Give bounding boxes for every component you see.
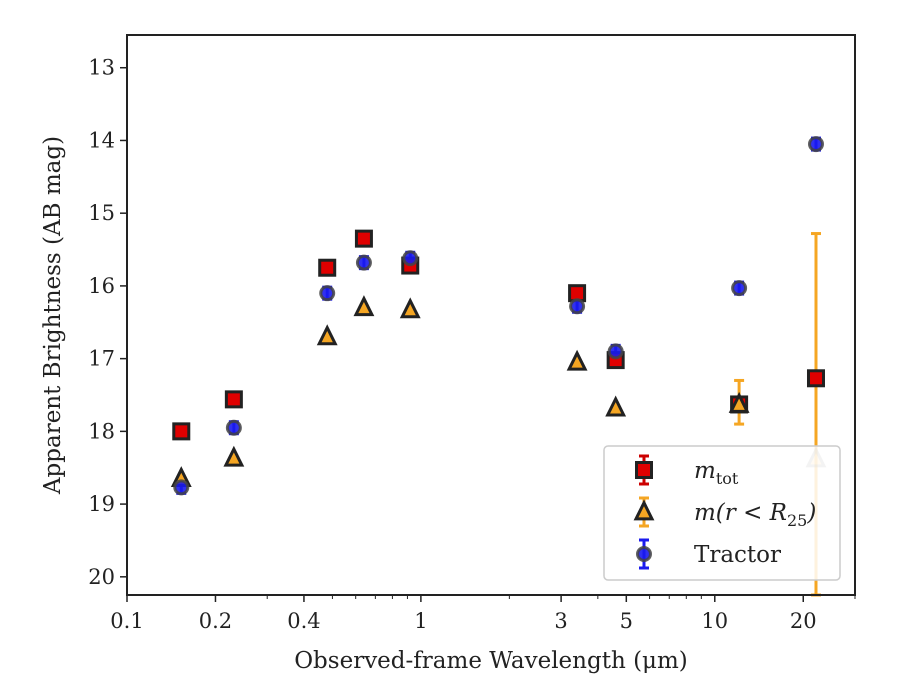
y-tick-label: 17 — [88, 347, 115, 371]
legend-label-subscript: 25 — [787, 511, 807, 530]
legend-label-main: m(r < R — [694, 500, 787, 526]
y-tick-label: 13 — [88, 56, 115, 80]
tractor-point — [607, 343, 624, 360]
x-tick-label: 1 — [414, 609, 427, 633]
tractor-point — [807, 136, 824, 153]
tractor-point — [569, 298, 586, 315]
mtot-point — [172, 422, 191, 441]
x-tick-label: 0.4 — [287, 609, 320, 633]
y-tick-label: 20 — [88, 565, 115, 589]
x-axis-label: Observed-frame Wavelength (μm) — [294, 648, 688, 674]
y-axis-label: Apparent Brightness (AB mag) — [40, 136, 66, 495]
legend-tractor-label: Tractor — [694, 542, 781, 568]
legend-label-subscript: tot — [716, 469, 739, 488]
tractor-point — [319, 285, 336, 302]
legend-mr25-marker — [633, 499, 655, 521]
legend-label-main: m — [694, 458, 716, 484]
x-tick-label: 3 — [554, 609, 567, 633]
tractor-point — [731, 280, 748, 297]
mr25-point — [223, 445, 245, 467]
mr25-point — [728, 391, 750, 413]
x-tick-label: 5 — [620, 609, 633, 633]
x-tick-label: 20 — [790, 609, 817, 633]
mtot-point — [354, 229, 373, 248]
mtot-point — [806, 369, 825, 388]
mtot-point — [318, 258, 337, 277]
y-tick-label: 15 — [88, 201, 115, 225]
legend-label-tail: ) — [806, 500, 816, 526]
legend-tractor-marker — [636, 546, 652, 562]
legend-label-main: Tractor — [694, 542, 781, 568]
x-tick-label: 0.2 — [199, 609, 232, 633]
legend-mtot-label: mtot — [694, 458, 739, 488]
tractor-point — [225, 419, 242, 436]
tractor-point — [355, 254, 372, 271]
x-tick-label: 0.1 — [110, 609, 143, 633]
mtot-point — [224, 390, 243, 409]
legend: mtot m(r < R25) Tractor — [603, 445, 841, 581]
legend-mr25-label: m(r < R25) — [694, 500, 816, 530]
mr25-point — [566, 349, 588, 371]
mr25-point — [353, 295, 375, 317]
tractor-point — [173, 479, 190, 496]
mr25-point — [316, 324, 338, 346]
x-tick-label: 10 — [701, 609, 728, 633]
y-tick-label: 19 — [88, 492, 115, 516]
y-tick-label: 14 — [88, 128, 115, 152]
legend-mtot-marker — [635, 461, 653, 479]
data-points-layer — [170, 136, 827, 496]
mr25-point — [605, 395, 627, 417]
legend-box — [603, 445, 841, 581]
mr25-point — [399, 297, 421, 319]
y-tick-label: 18 — [88, 419, 115, 443]
y-tick-label: 16 — [88, 274, 115, 298]
tractor-point — [402, 250, 419, 267]
plot-frame — [126, 34, 856, 596]
